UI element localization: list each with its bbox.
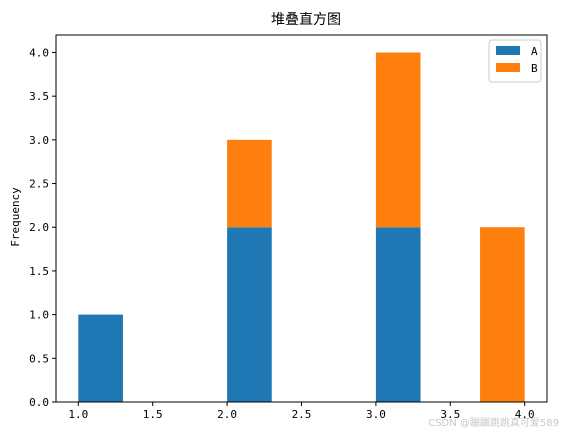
y-axis-label: Frequency (9, 187, 22, 247)
x-tick-label-1: 1.5 (143, 408, 163, 421)
legend-label-a: A (531, 45, 538, 58)
y-tick-label-6: 3.0 (29, 134, 49, 147)
bar-b-1 (227, 139, 272, 228)
bar-a-1 (227, 227, 272, 402)
x-tick-label-4: 3.0 (366, 408, 386, 421)
bar-b-2 (375, 52, 421, 228)
x-tick-label-6: 4.0 (515, 408, 535, 421)
bar-a-0 (78, 314, 123, 402)
bars-group (78, 52, 525, 402)
x-tick-label-3: 2.5 (292, 408, 312, 421)
x-tick-label-0: 1.0 (68, 408, 88, 421)
bar-b-3 (480, 227, 525, 402)
y-tick-label-7: 3.5 (29, 90, 49, 103)
legend: AB (488, 39, 542, 83)
x-axis-ticks: 1.0 1.5 2.0 2.5 3.0 3.5 4.0 (68, 402, 535, 421)
watermark-text: CSDN @蹦蹦跳跳真可爱589 (428, 416, 559, 429)
y-tick-label-5: 2.5 (29, 178, 49, 191)
chart-title: 堆叠直方图 (271, 11, 341, 28)
x-tick-label-5: 3.5 (440, 408, 460, 421)
legend-label-b: B (531, 62, 538, 75)
bar-a-2 (375, 227, 421, 402)
x-tick-label-2: 2.0 (217, 408, 237, 421)
y-tick-label-8: 4.0 (29, 46, 49, 59)
y-tick-label-0: 0.0 (29, 396, 49, 409)
y-tick-label-4: 2.0 (29, 221, 49, 234)
legend-swatch-b (496, 63, 520, 72)
y-tick-label-2: 1.0 (29, 309, 49, 322)
y-tick-label-3: 1.5 (29, 265, 49, 278)
legend-swatch-a (496, 46, 520, 55)
y-tick-label-1: 0.5 (29, 352, 49, 365)
y-axis-ticks: 0.0 0.5 1.0 1.5 2.0 2.5 3.0 3.5 4.0 (29, 46, 56, 409)
